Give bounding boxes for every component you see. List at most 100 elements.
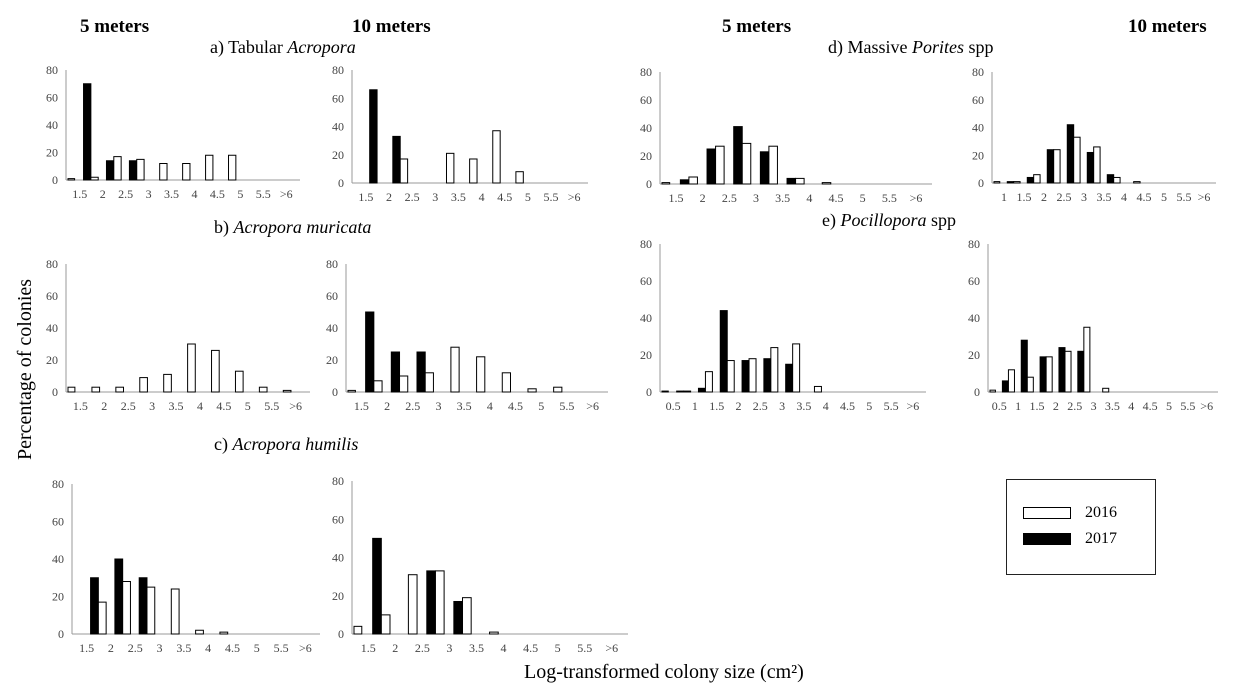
bar-2016	[688, 176, 698, 185]
bar-2016	[115, 386, 125, 393]
x-tick-label: 3.5	[469, 641, 484, 655]
panel-title-c-italic: Acropora humilis	[232, 434, 359, 454]
bar-2017	[1077, 350, 1085, 393]
y-tick-label: 0	[52, 385, 58, 399]
bar-2017	[719, 310, 728, 393]
x-tick-label: 3	[435, 399, 441, 413]
bar-2016	[1083, 326, 1091, 393]
x-tick-label: 1.5	[361, 641, 376, 655]
y-tick-label: 80	[332, 63, 344, 77]
bar-2016	[234, 370, 244, 393]
bar-2016	[683, 390, 692, 393]
x-tick-label: 4.5	[210, 187, 225, 201]
panel-title-d-suffix: spp	[964, 37, 994, 57]
bar-2016	[462, 597, 472, 635]
bar-2016	[1064, 350, 1072, 393]
bar-2016	[1045, 356, 1053, 393]
x-tick-label: 3.5	[451, 190, 466, 204]
x-tick-label: 3	[1081, 190, 1087, 204]
bar-2016	[170, 588, 180, 635]
y-tick-label: 0	[58, 627, 64, 641]
bar-2016	[492, 130, 501, 184]
bar-2016	[476, 356, 486, 393]
panel-title-a-prefix: a) Tabular	[210, 37, 288, 57]
x-tick-label: >6	[910, 191, 923, 205]
y-axis-label: Percentage of colonies	[14, 278, 36, 460]
x-tick-label: 2.5	[1067, 399, 1082, 413]
panel-title-b: b) Acropora muricata	[214, 217, 371, 238]
panel-title-d-italic: Porites	[912, 37, 964, 57]
x-tick-label: 2.5	[128, 641, 143, 655]
y-tick-label: 80	[52, 477, 64, 491]
column-header-10m-right: 10 meters	[1128, 16, 1207, 37]
x-axis-label: Log-transformed colony size (cm²)	[524, 661, 804, 684]
bar-2016	[813, 385, 822, 393]
x-tick-label: 0.5	[666, 399, 681, 413]
bar-2016	[469, 158, 478, 184]
x-tick-label: 5.5	[577, 641, 592, 655]
y-tick-label: 0	[974, 385, 980, 399]
x-tick-label: 1.5	[358, 190, 373, 204]
bar-2016	[399, 158, 409, 184]
x-tick-label: 2	[1041, 190, 1047, 204]
x-tick-label: 5.5	[256, 187, 271, 201]
x-tick-label: >6	[586, 399, 599, 413]
y-tick-label: 0	[338, 176, 344, 190]
x-tick-label: 2	[100, 187, 106, 201]
y-tick-label: 60	[326, 289, 338, 303]
x-tick-label: >6	[289, 399, 302, 413]
bar-2016	[380, 614, 391, 635]
bar-2016	[989, 389, 996, 393]
bar-2016	[1053, 149, 1061, 184]
bar-2016	[163, 373, 172, 393]
y-tick-label: 20	[972, 148, 984, 162]
bar-2016	[726, 360, 735, 393]
bar-2016	[97, 601, 107, 635]
x-tick-label: 5.5	[884, 399, 899, 413]
y-tick-label: 0	[332, 385, 338, 399]
y-tick-label: 60	[332, 91, 344, 105]
x-tick-label: 3.5	[457, 399, 472, 413]
x-tick-label: 3.5	[775, 191, 790, 205]
x-tick-label: 4	[197, 399, 203, 413]
panel-title-e-italic: Pocillopora	[840, 210, 927, 230]
bar-2016	[768, 145, 778, 185]
bar-2016	[821, 182, 832, 185]
bar-2016	[748, 358, 757, 393]
panel-title-e-suffix: spp	[926, 210, 956, 230]
bar-2016	[1007, 369, 1015, 393]
x-tick-label: 5	[525, 190, 531, 204]
y-tick-label: 0	[646, 385, 652, 399]
x-tick-label: 5	[860, 191, 866, 205]
legend-swatch-2017	[1023, 533, 1071, 546]
x-tick-label: 1.5	[709, 399, 724, 413]
x-tick-label: 5	[538, 399, 544, 413]
y-tick-label: 0	[338, 627, 344, 641]
panel-title-c-prefix: c)	[214, 434, 233, 454]
column-header-5m-left: 5 meters	[80, 16, 150, 37]
column-header-10m-left: 10 meters	[352, 16, 431, 37]
y-tick-label: 20	[332, 148, 344, 162]
column-header-5m-right: 5 meters	[722, 16, 792, 37]
x-tick-label: 5.5	[264, 399, 279, 413]
bar-2016	[434, 570, 445, 635]
bar-2016	[136, 158, 145, 181]
bar-2016	[282, 389, 292, 393]
x-tick-label: 1	[1015, 399, 1021, 413]
y-tick-label: 20	[640, 348, 652, 362]
x-tick-label: >6	[568, 190, 581, 204]
x-tick-label: 5	[555, 641, 561, 655]
x-tick-label: 5	[1161, 190, 1167, 204]
x-tick-label: 4	[823, 399, 829, 413]
panel-title-b-prefix: b)	[214, 217, 234, 237]
panel-title-a: a) Tabular Acropora	[210, 37, 356, 58]
x-tick-label: 1.5	[1030, 399, 1045, 413]
bar-2016	[1033, 174, 1041, 184]
y-tick-label: 40	[972, 121, 984, 135]
x-tick-label: 1.5	[669, 191, 684, 205]
x-tick-label: 1.5	[79, 641, 94, 655]
